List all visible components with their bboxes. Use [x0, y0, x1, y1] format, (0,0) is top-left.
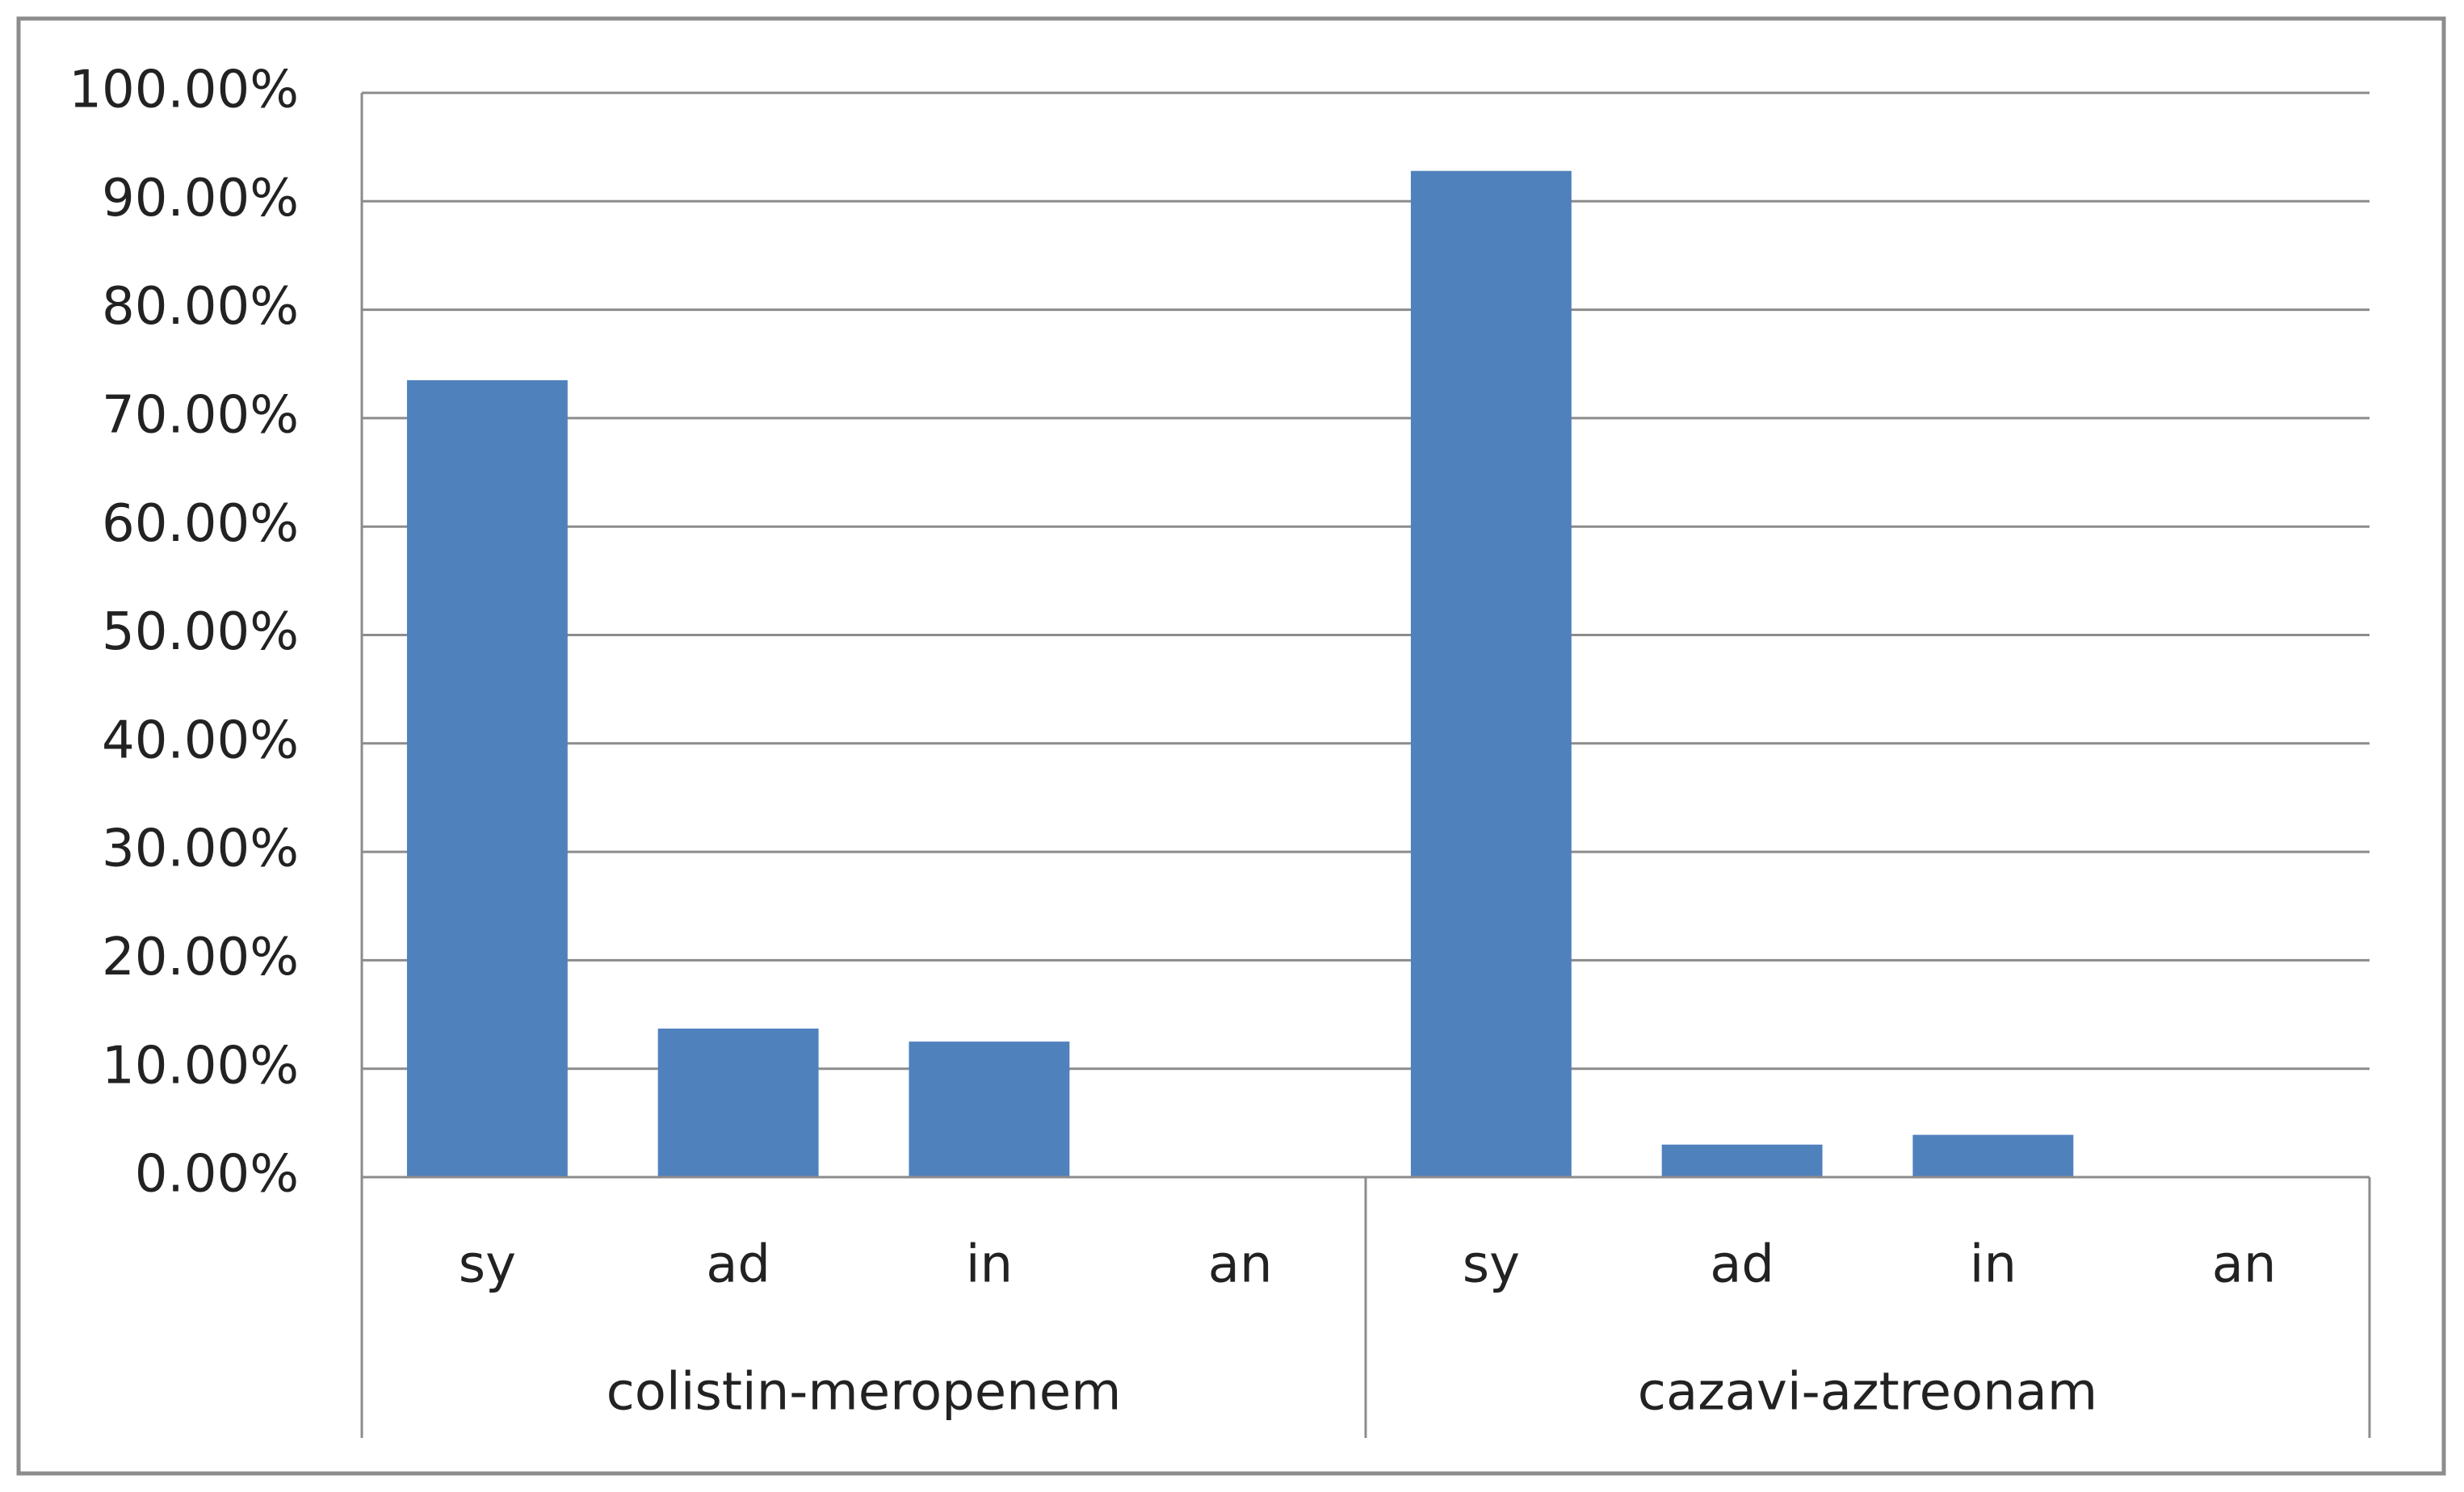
y-tick-label: 40.00% — [102, 710, 299, 770]
y-tick-label: 90.00% — [102, 169, 299, 228]
bar — [657, 1029, 819, 1177]
y-tick-label: 50.00% — [102, 602, 299, 662]
y-tick-label: 60.00% — [102, 494, 299, 554]
group-label: cazavi-aztreonam — [1638, 1363, 2097, 1423]
bar — [1661, 1144, 1823, 1177]
x-tick-label: an — [1208, 1235, 1273, 1295]
y-tick-label: 30.00% — [102, 819, 299, 879]
x-tick-label: sy — [459, 1235, 516, 1295]
y-tick-label: 80.00% — [102, 277, 299, 337]
y-tick-label: 20.00% — [102, 928, 299, 987]
x-tick-label: an — [2212, 1235, 2277, 1295]
bar — [406, 379, 568, 1177]
y-tick-label: 10.00% — [102, 1036, 299, 1096]
x-tick-label: ad — [706, 1235, 770, 1295]
y-tick-label: 0.00% — [135, 1145, 299, 1205]
x-tick-label: in — [1970, 1235, 2017, 1295]
bar — [1410, 170, 1572, 1177]
y-tick-label: 70.00% — [102, 385, 299, 445]
bar — [1912, 1134, 2074, 1177]
bar — [909, 1041, 1070, 1177]
x-tick-label: sy — [1463, 1235, 1520, 1295]
y-tick-label: 100.00% — [69, 61, 299, 120]
group-label: colistin-meropenem — [607, 1363, 1122, 1423]
x-tick-label: in — [966, 1235, 1013, 1295]
x-tick-label: ad — [1710, 1235, 1774, 1295]
